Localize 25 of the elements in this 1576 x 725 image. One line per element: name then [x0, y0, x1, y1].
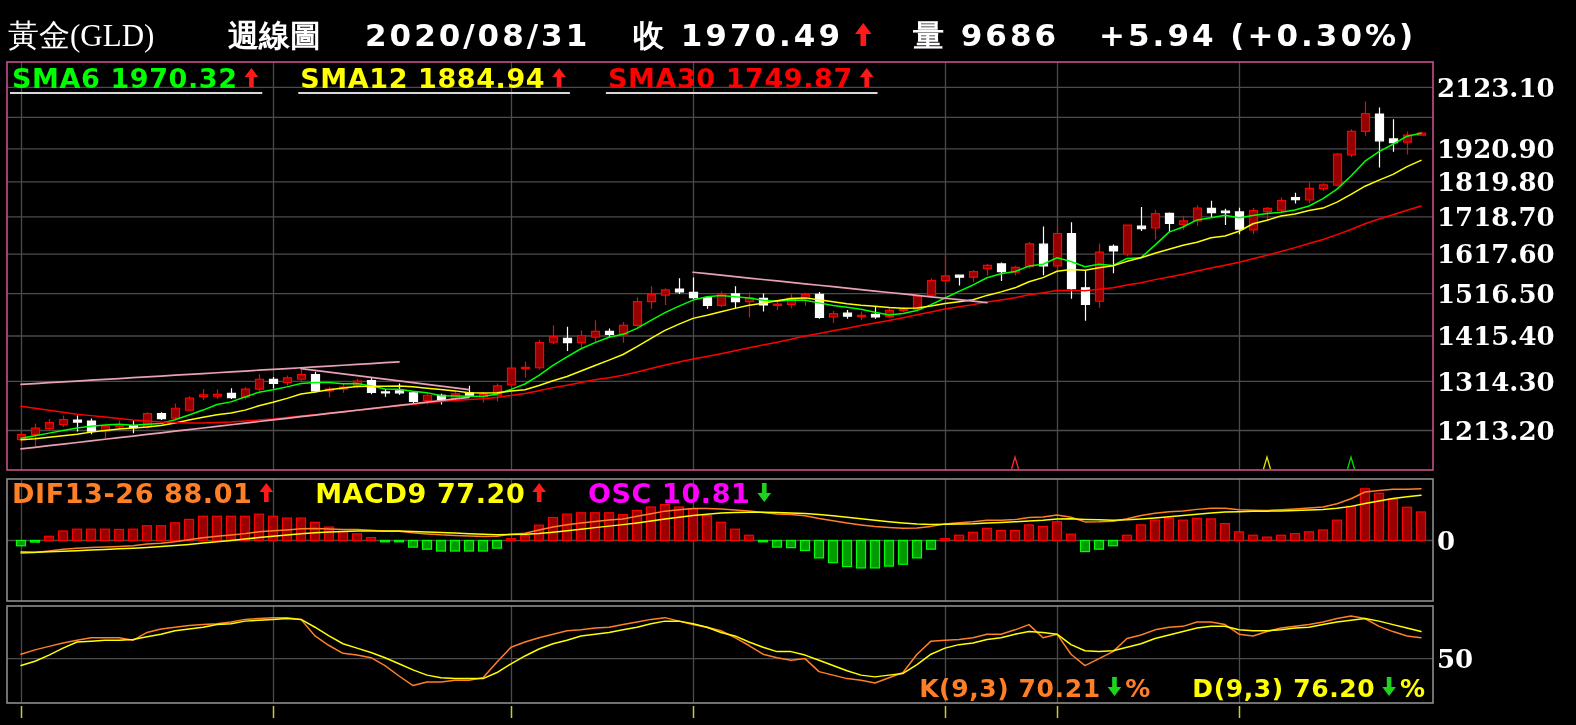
series-label: OSC 10.81: [588, 478, 751, 509]
y-tick-label: 1314.30: [1437, 366, 1555, 397]
text: 量 9686: [913, 17, 1060, 53]
y-tick-label: 1617.60: [1437, 239, 1555, 270]
text: SMA6 1970.32: [12, 63, 238, 94]
text: 收 1970.49: [633, 17, 843, 53]
chart-title: 黃金(GLD): [8, 18, 155, 53]
text: +5.94 (+0.30%): [1099, 17, 1417, 53]
chart-subtitle: 週線圖: [228, 17, 321, 53]
y-tick-label: 1920.90: [1437, 134, 1555, 165]
text: SMA30 1749.87: [607, 63, 853, 94]
y-tick-label: 1213.20: [1437, 415, 1555, 446]
y-tick-label: 1819.80: [1437, 167, 1555, 198]
ref-line-label: 0: [1437, 525, 1456, 556]
series-label: MACD9 77.20: [315, 478, 526, 509]
series-label: K(9,3) 70.21 %: [919, 674, 1151, 703]
y-tick-label: 2123.10: [1437, 72, 1555, 103]
text: SMA12 1884.94: [300, 63, 546, 94]
series-label: DIF13-26 88.01: [12, 478, 253, 509]
text: 50: [1437, 643, 1474, 674]
text: 2020/08/31: [365, 17, 591, 53]
y-tick-label: 1415.40: [1437, 321, 1555, 352]
series-label: D(9,3) 76.20 %: [1192, 674, 1425, 703]
y-tick-label: 1516.50: [1437, 279, 1555, 310]
y-tick-label: 1718.70: [1437, 202, 1555, 233]
